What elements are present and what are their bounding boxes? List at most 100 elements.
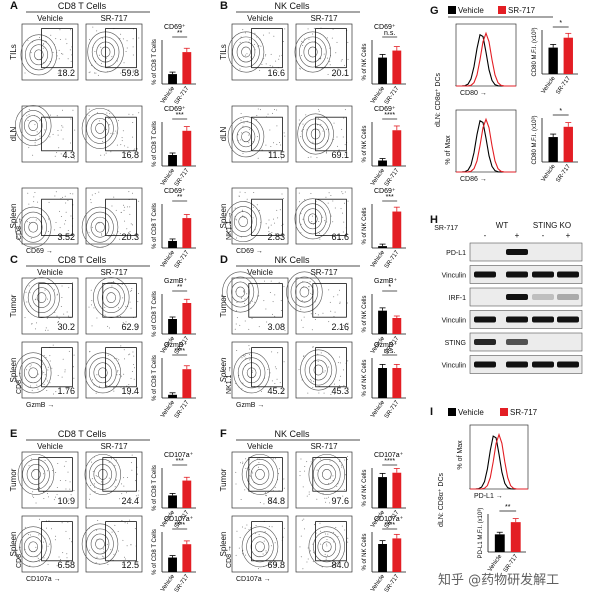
event-dot [298,369,300,371]
event-dot [310,380,312,382]
event-dot [45,327,47,329]
event-dot [117,120,119,122]
bar-y-label: PD-L1 M.F.I. (x10³) [478,508,484,559]
event-dot [103,551,105,553]
event-dot [320,352,322,354]
event-dot [265,63,267,65]
gate-percent: 59.8 [121,68,139,78]
contour [299,36,327,68]
contour [294,31,332,73]
contour [309,359,328,381]
event-dot [107,325,109,327]
event-dot [94,50,96,52]
event-dot [284,330,286,332]
event-dot [88,108,90,110]
event-dot [89,38,91,40]
event-dot [122,297,124,299]
bar-vehicle [494,534,505,552]
bar-vehicle [168,557,177,572]
event-dot [29,221,31,223]
gate [105,116,137,152]
gate-percent: 1.76 [57,386,75,396]
contour [227,31,265,73]
band [506,294,528,300]
event-dot [248,328,250,330]
event-dot [282,392,284,394]
event-dot [308,286,310,288]
event-dot [36,322,38,324]
event-dot [124,522,126,524]
plot-frame [85,23,143,81]
event-dot [50,34,52,36]
event-dot [329,301,331,303]
flow-sr717: 24.4 [84,451,143,509]
event-dot [56,565,58,567]
event-dot [48,520,50,522]
event-dot [98,120,100,122]
event-dot [49,355,51,357]
contour [29,44,49,66]
event-dot [299,68,301,70]
event-dot [138,37,140,39]
band [474,316,496,323]
legend-swatch-vehicle [448,408,456,416]
event-dot [124,503,126,505]
contour [81,206,119,248]
col-label: SR-717 [100,442,128,451]
event-dot [47,380,49,382]
contour [86,112,114,144]
event-dot [65,202,67,204]
event-dot [327,74,329,76]
event-dot [271,112,273,114]
flow-vehicle: 45.2 [231,341,289,399]
flow-sr717: 20.1 [294,23,353,81]
event-dot [279,209,281,211]
event-dot [263,540,265,542]
contour [308,526,346,568]
event-dot [301,130,303,132]
legend-swatch-sr717 [498,6,506,14]
event-dot [65,220,67,222]
event-dot [43,371,45,373]
contour [241,46,251,58]
event-dot [249,359,251,361]
event-dot [122,321,124,323]
event-dot [265,223,267,225]
event-dot [62,109,64,111]
event-dot [342,231,344,233]
group-label: STING KO [533,221,571,230]
event-dot [125,321,127,323]
event-dot [324,553,326,555]
event-dot [40,365,42,367]
bar-title: GzmB⁺ [164,342,187,349]
event-dot [269,129,271,131]
contour [255,541,265,553]
event-dot [274,294,276,296]
contour [250,464,270,485]
event-dot [89,493,91,495]
event-dot [239,68,241,70]
contour [303,208,323,230]
event-dot [35,219,37,221]
event-dot [304,38,306,40]
event-dot [92,26,94,28]
event-dot [88,115,90,117]
event-dot [28,285,30,287]
band [557,316,579,323]
legend-label: SR-717 [508,6,536,15]
contour [19,211,47,243]
bar-title: CD69⁺ [374,24,396,31]
event-dot [101,481,103,483]
event-dot [104,314,106,316]
event-dot [95,392,97,394]
event-dot [67,58,69,60]
event-dot [126,239,128,241]
bar-title: CD107a⁺ [374,452,404,459]
bar-sr717 [182,544,192,572]
event-dot [268,151,270,153]
event-dot [126,545,128,547]
event-dot [103,154,105,156]
event-dot [343,489,345,491]
plot-frame [231,451,289,509]
